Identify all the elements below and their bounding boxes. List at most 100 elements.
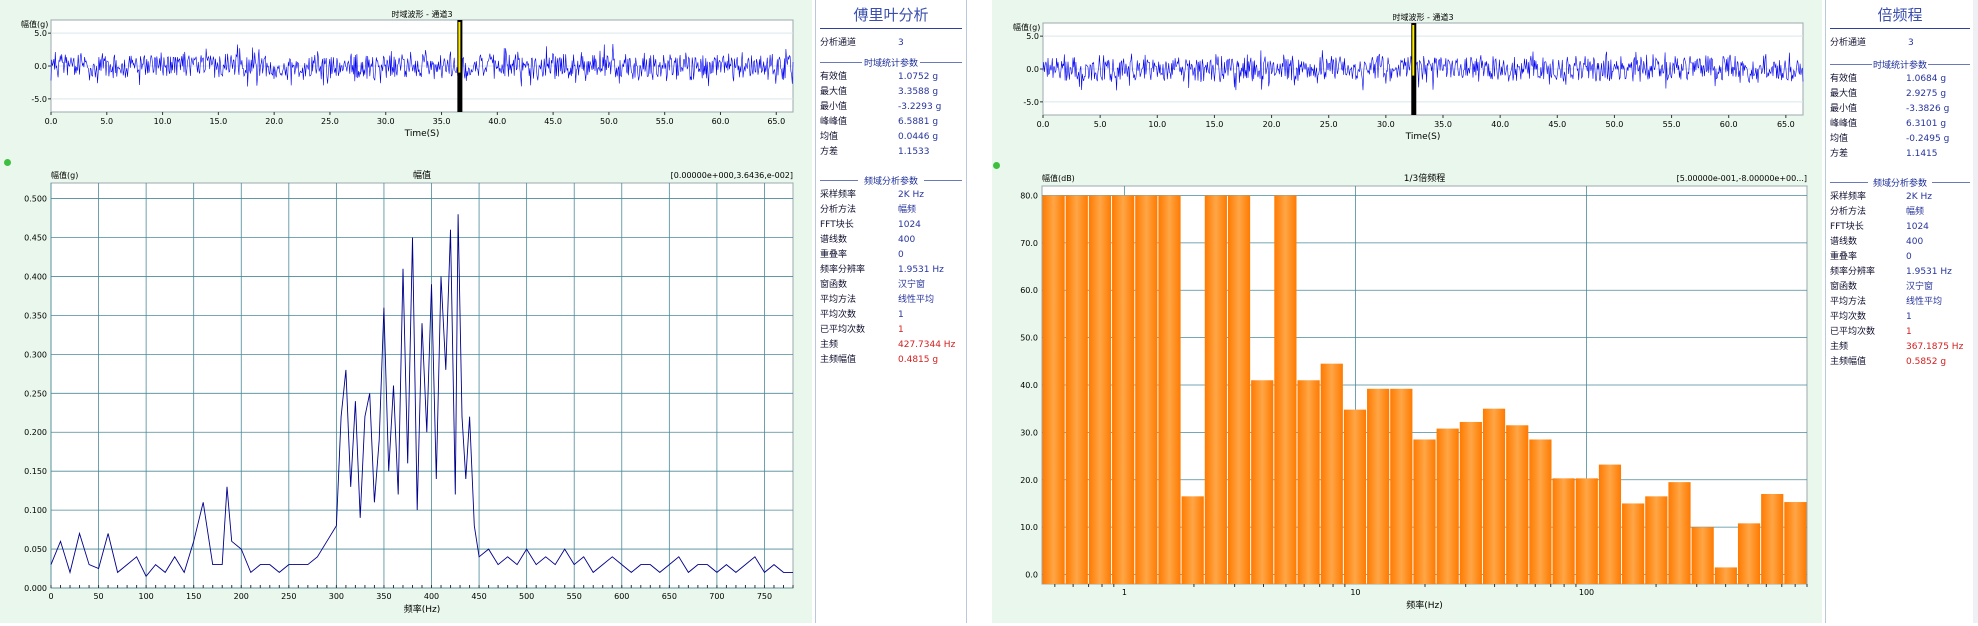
param-value[interactable]: 1024 [898,220,921,230]
param-value[interactable]: 幅频 [898,205,917,215]
param-value[interactable]: 0.0446 g [898,132,939,142]
stats-rule-right [1928,64,1970,65]
spectrum-xtick-label: 0 [48,592,53,601]
octave-bar [1459,421,1482,584]
spectrum-xtick-label: 700 [709,592,724,601]
param-row: 频率分辨率 1.9531 Hz [1826,265,1974,280]
spectrum-trace [50,214,793,578]
fourier-plot-area: 5.0 0.0 -5.0 0.0 5.0 10.0 15.0 20.0 25.0 30.0 35.0… [0,0,812,623]
param-row: 窗函数 汉宁窗 [1826,280,1974,295]
wave-xtick-label: 60.0 [712,117,730,126]
param-value[interactable]: 汉宁窗 [898,280,926,290]
param-value[interactable]: 1 [898,325,904,335]
param-label: 已平均次数 [1830,327,1876,337]
param-value[interactable]: 1.1415 [1906,149,1938,159]
channel-value[interactable]: 3 [1908,38,1914,48]
param-row: 峰峰值 6.5881 g [816,115,966,130]
wave-cursor-highlight [458,22,461,73]
octave-ytick-label: 40.0 [1020,381,1038,390]
param-row: 已平均次数 1 [816,323,966,338]
param-value[interactable]: 2.9275 g [1906,89,1947,99]
param-value[interactable]: 400 [898,235,916,245]
param-value[interactable]: 367.1875 Hz [1906,342,1964,352]
panel-divider [1830,28,1970,29]
wave-xtick-label: 15.0 [209,117,227,126]
param-value[interactable]: 6.3101 g [1906,119,1947,129]
param-value[interactable]: 1 [1906,327,1912,337]
wave-xtick-label: 5.0 [1094,120,1107,129]
param-value[interactable]: 线性平均 [898,295,935,305]
param-value[interactable]: 1.0684 g [1906,74,1947,84]
cursor-anchor-icon[interactable] [993,162,1000,169]
param-row: 分析方法 幅频 [1826,205,1974,220]
param-value[interactable]: 1.9531 Hz [898,265,944,275]
param-value[interactable]: -3.2293 g [898,102,942,112]
param-label: 主频幅值 [820,355,857,365]
channel-value[interactable]: 3 [898,38,904,48]
param-label: 重叠率 [1830,252,1858,262]
param-row: 最小值 -3.2293 g [816,100,966,115]
param-label: 分析方法 [820,205,857,215]
param-row: 均值 0.0446 g [816,130,966,145]
param-value[interactable]: -0.2495 g [1906,134,1950,144]
wave-ytick-label: 0.0 [34,62,47,71]
octave-bar [1737,523,1761,584]
param-label: 分析方法 [1830,207,1867,217]
spectrum-title: 幅值 [413,169,431,181]
wave-xtick-label: 65.0 [1777,120,1795,129]
param-label: 采样频率 [820,190,857,200]
param-value[interactable]: 0.4815 g [898,355,939,365]
param-value[interactable]: 1.9531 Hz [1906,267,1952,277]
octave-bar [1343,409,1367,584]
param-value[interactable]: 1.1533 [898,147,930,157]
param-value[interactable]: 汉宁窗 [1906,282,1934,292]
param-value[interactable]: 1 [898,310,904,320]
param-value[interactable]: 线性平均 [1906,297,1943,307]
octave-bar [1761,493,1784,584]
params-rule-right [1932,182,1970,183]
param-row: 主频幅值 0.4815 g [816,353,966,368]
param-row: 主频幅值 0.5852 g [1826,355,1974,370]
param-label: 方差 [820,147,839,157]
spectrum-xtick-label: 200 [234,592,249,601]
octave-bar [1367,388,1390,584]
wave-xtick-label: 50.0 [600,117,618,126]
param-label: FFT块长 [1830,222,1864,232]
param-value[interactable]: 2K Hz [1906,192,1932,202]
param-value[interactable]: 1 [1906,312,1912,322]
param-value[interactable]: 2K Hz [898,190,924,200]
wave-xtick-label: 65.0 [767,117,785,126]
param-row: 采样频率 2K Hz [1826,190,1974,205]
spectrum-xtick-label: 750 [757,592,772,601]
wave-ylabel: 幅值(g) [21,19,48,29]
octave-bar [1575,478,1598,584]
param-value[interactable]: 0.5852 g [1906,357,1947,367]
param-label: 峰峰值 [1830,119,1858,129]
panel-title: 倍频程 [1877,6,1923,24]
octave-bar [1413,439,1436,584]
param-value[interactable]: 幅频 [1906,207,1925,217]
param-row: 最大值 2.9275 g [1826,87,1974,102]
param-value[interactable]: 3.3588 g [898,87,939,97]
channel-label: 分析通道 [820,38,857,48]
wave-xtick-label: 20.0 [265,117,283,126]
param-value[interactable]: 0 [1906,252,1912,262]
spectrum-ytick-label: 0.300 [24,350,47,359]
param-value[interactable]: 400 [1906,237,1924,247]
stats-rule-left [1830,64,1872,65]
param-row: 有效值 1.0752 g [816,70,966,85]
param-row: 采样频率 2K Hz [816,188,966,203]
param-value[interactable]: 0 [898,250,904,260]
param-value[interactable]: 1.0752 g [898,72,939,82]
param-label: 窗函数 [1830,282,1858,292]
wave-xtick-label: 25.0 [1320,120,1338,129]
param-value[interactable]: 1024 [1906,222,1929,232]
octave-bar [1135,195,1158,584]
octave-ytick-label: 30.0 [1020,428,1038,437]
wave-xtick-label: 15.0 [1206,120,1224,129]
cursor-anchor-icon[interactable] [4,159,11,166]
param-value[interactable]: -3.3826 g [1906,104,1950,114]
param-value[interactable]: 6.5881 g [898,117,939,127]
stats-rule-left [820,62,862,63]
param-value[interactable]: 427.7344 Hz [898,340,956,350]
